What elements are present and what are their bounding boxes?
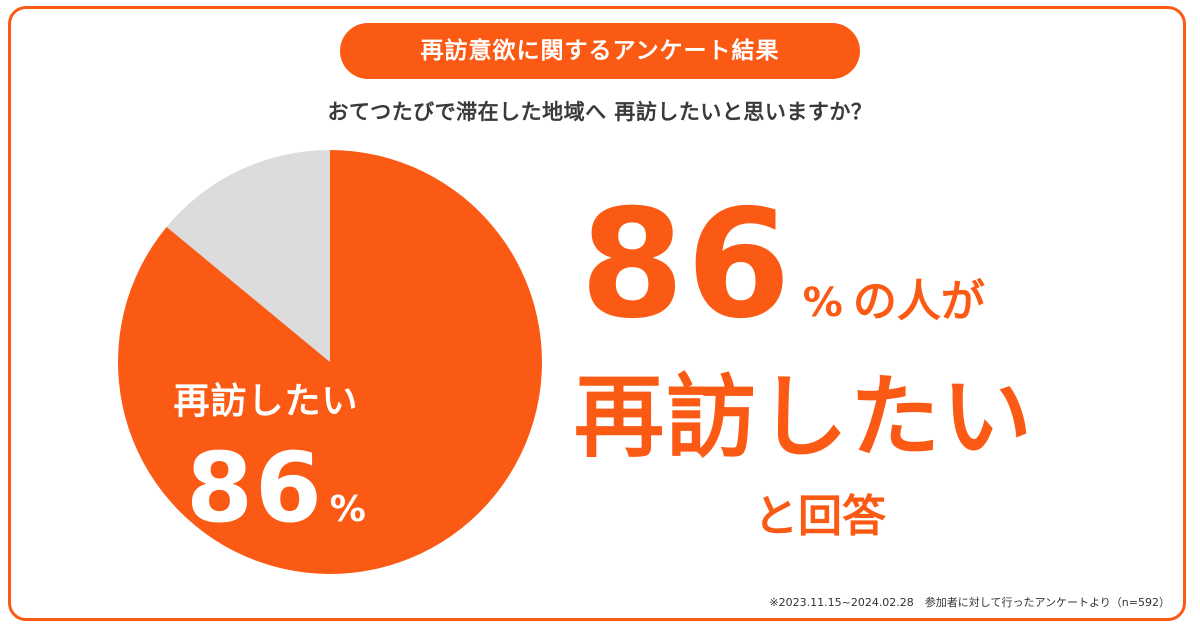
survey-title-pill: 再訪意欲に関するアンケート結果: [340, 23, 860, 79]
pie-chart-svg: [118, 150, 542, 574]
pie-slice-value-number: 86: [186, 432, 324, 544]
pie-chart: 再訪したい 86%: [118, 150, 542, 574]
pie-slice-value: 86%: [126, 432, 426, 544]
headline-tail: と回答: [754, 491, 886, 542]
pie-slice-label: 再訪したい: [173, 381, 359, 422]
survey-question: おてつたびで滞在した地域へ 再訪したいと思いますか？: [327, 100, 873, 124]
pie-slice-other: [166, 150, 330, 362]
pie-slice-value-unit: %: [329, 489, 366, 530]
headline-main: 再訪したい: [574, 365, 1034, 470]
footnote: ※2023.11.15~2024.02.28 参加者に対して行ったアンケートより…: [769, 596, 1170, 609]
headline-unit: %: [802, 280, 843, 326]
headline-suffix: の人が: [852, 276, 985, 327]
headline-number: 86: [580, 178, 793, 352]
pie-slice-revisit: [118, 150, 542, 574]
headline-stat: 86% の人が: [580, 190, 985, 340]
